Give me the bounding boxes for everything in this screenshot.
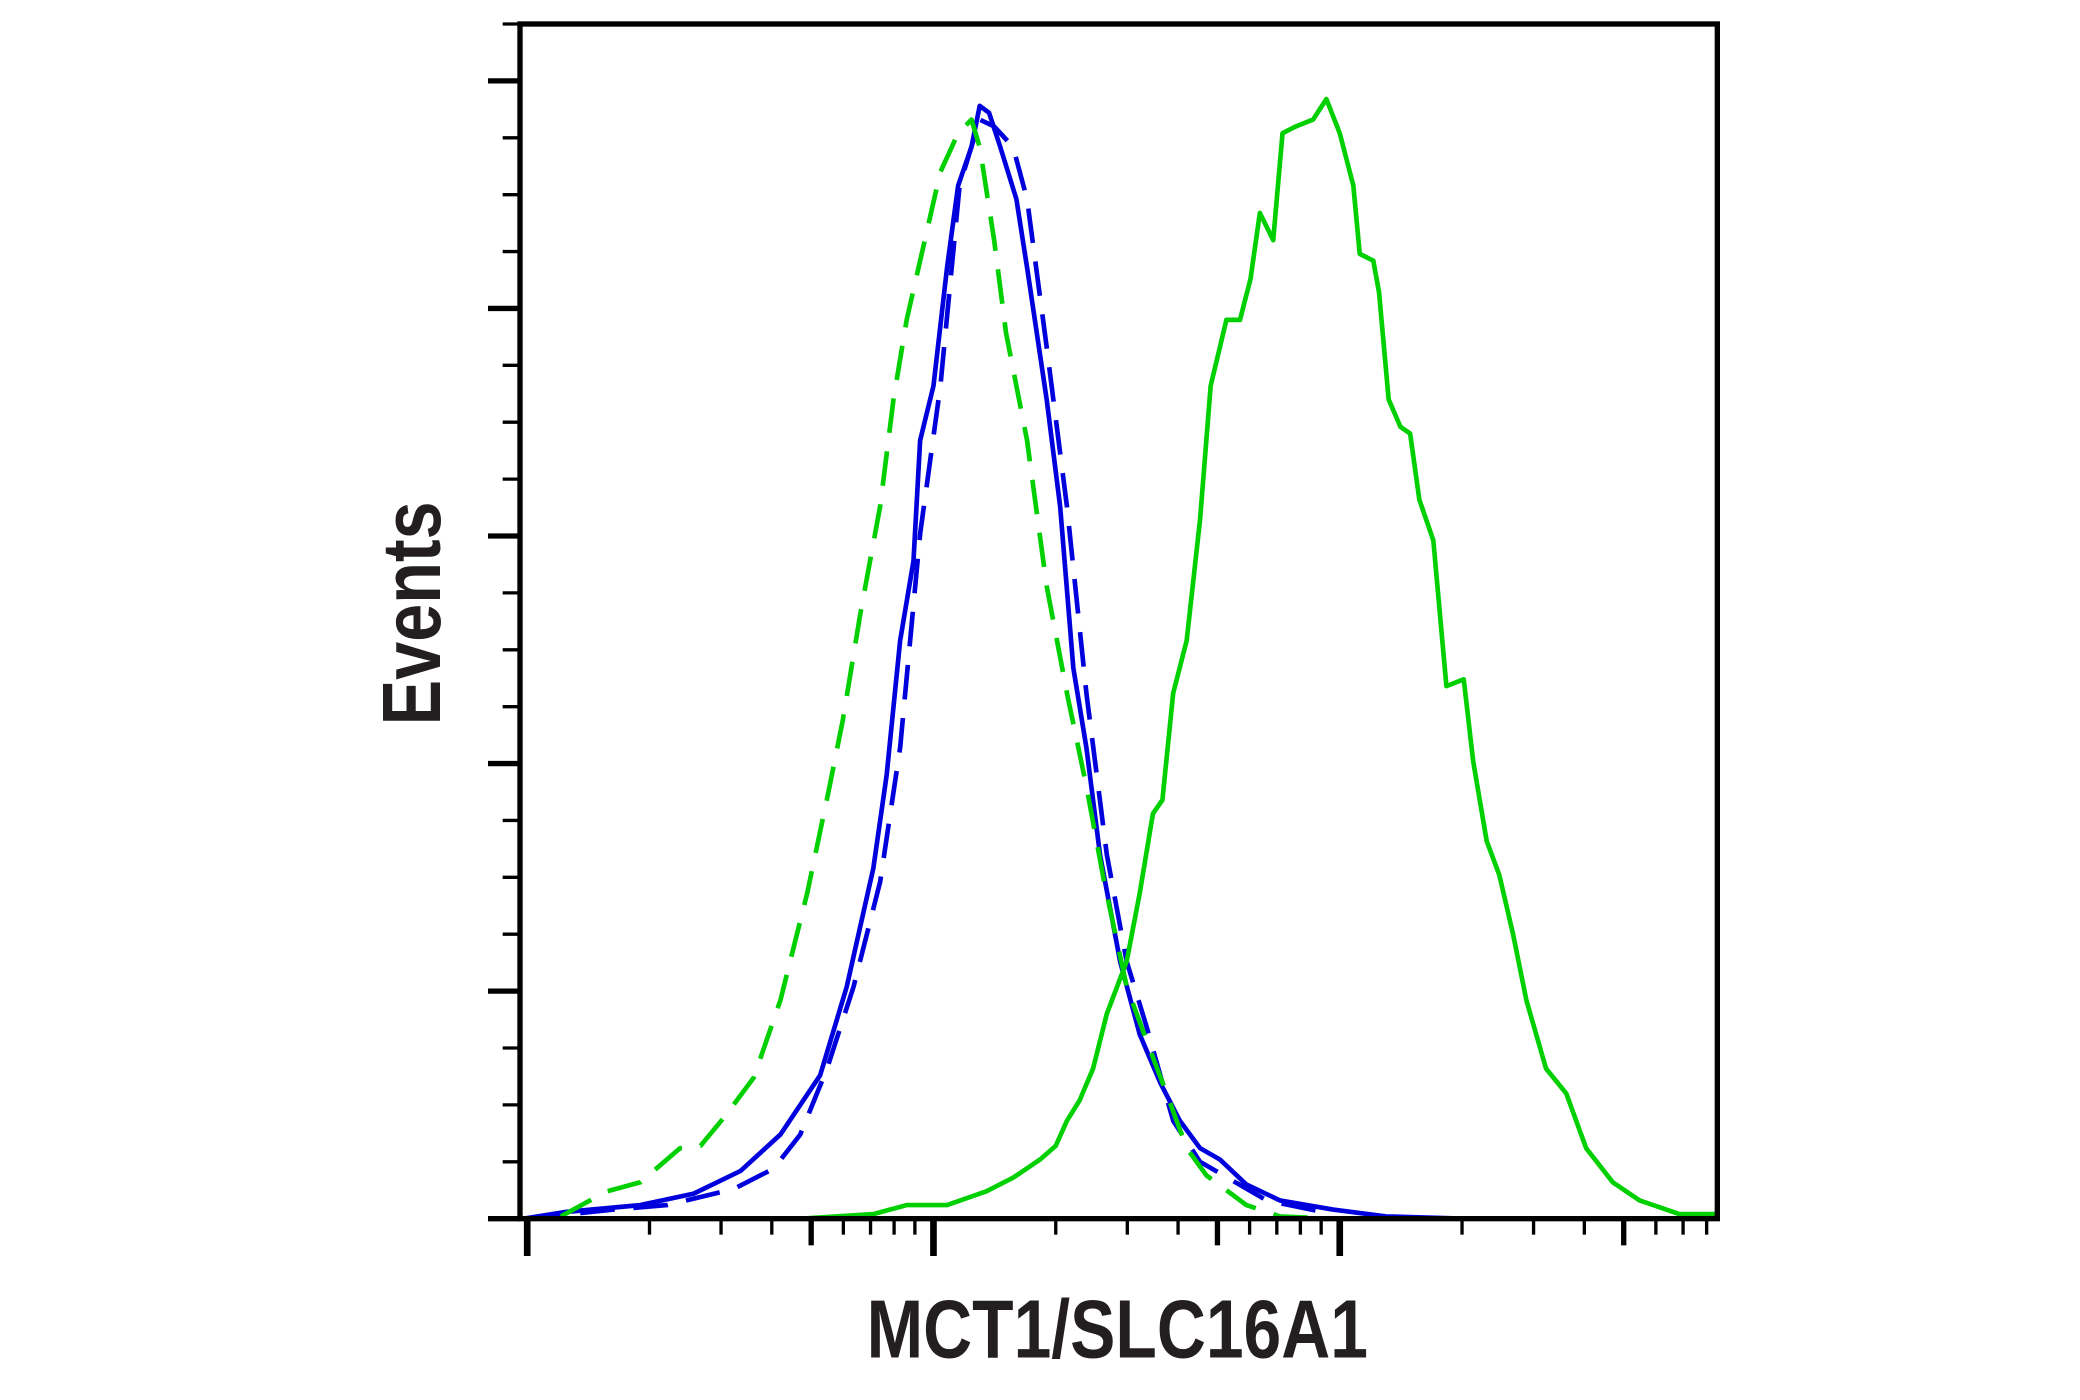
y-axis-label: Events: [365, 501, 458, 725]
series-line-4-solid: [527, 96, 1717, 1221]
plot-frame: [517, 21, 1720, 1222]
series-layer: [523, 96, 1717, 1221]
tick-layer: [488, 22, 1709, 1256]
series-line-3-dashed: [559, 117, 1334, 1221]
series-line-2-dashed: [526, 117, 1334, 1221]
series-line-1-solid: [523, 103, 1717, 1221]
x-axis-label: MCT1/SLC16A1: [867, 1282, 1368, 1375]
